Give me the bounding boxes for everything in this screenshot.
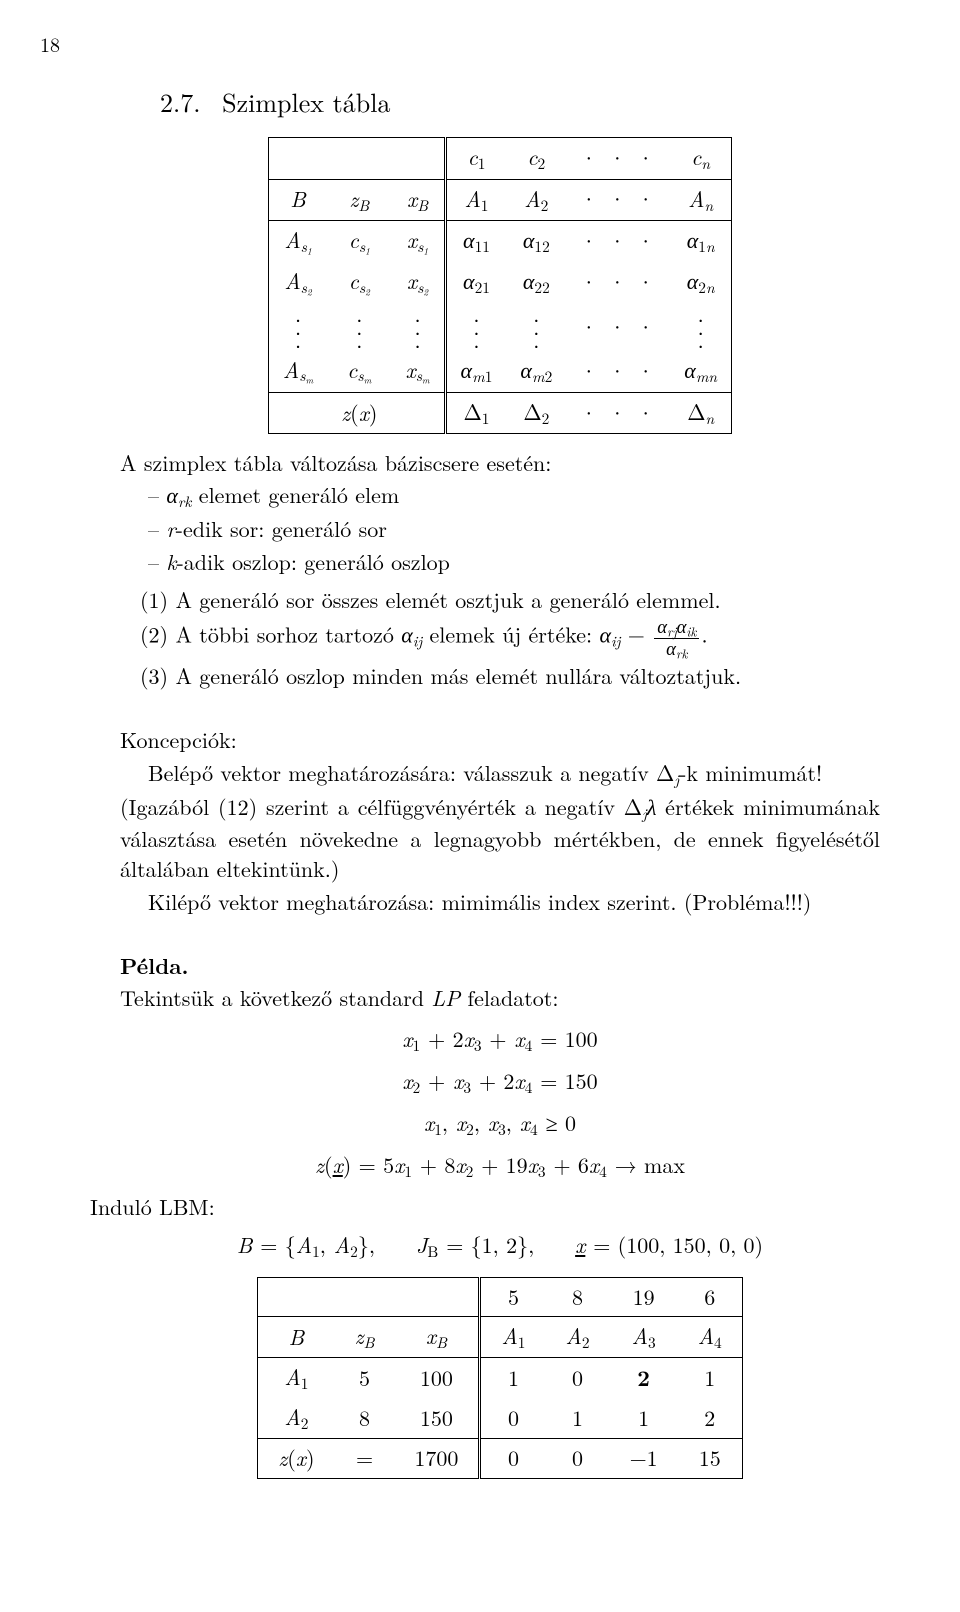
konc-line-2: Kilépő vektor meghatározása: mimimális i… bbox=[120, 887, 880, 917]
page: 18 2.7. Szimplex tábla c1 c2 · · · cn B … bbox=[0, 0, 960, 1519]
num-item-2: (2) A többi sorhoz tartozó αij elemek új… bbox=[140, 617, 880, 659]
konc-para: (Igazából (12) szerint a célfüggvényérté… bbox=[120, 792, 880, 885]
num-item-3: (3) A generáló oszlop minden más elemét … bbox=[140, 661, 880, 691]
simplex-tableau-2: 5 8 19 6 B zB xB A1 A2 A3 A4 A1 5 100 1 … bbox=[257, 1277, 743, 1479]
equation-1: x1 + 2x3 + x4 = 100 bbox=[120, 1024, 880, 1056]
koncepciok-label: Koncepciók: bbox=[120, 725, 880, 755]
section-title: 2.7. Szimplex tábla bbox=[160, 84, 880, 120]
equation-3: x1, x2, x3, x4 ≥ 0 bbox=[120, 1108, 880, 1140]
section-name: Szimplex tábla bbox=[222, 83, 390, 120]
lbm-line: B = {A1, A2}, JB = {1, 2}, x = (100, 150… bbox=[120, 1230, 880, 1262]
equation-4: z(x) = 5x1 + 8x2 + 19x3 + 6x4 → max bbox=[120, 1150, 880, 1182]
dash-item-2: – r-edik sor: generáló sor bbox=[168, 514, 880, 544]
dash-item-3: – k-adik oszlop: generáló oszlop bbox=[168, 547, 880, 577]
page-number: 18 bbox=[40, 30, 880, 58]
pelda-intro: Tekintsük a következő standard LP felada… bbox=[120, 983, 880, 1013]
dash-item-1: – αrk elemet generáló elem bbox=[168, 480, 880, 512]
section-number: 2.7. bbox=[160, 83, 200, 120]
fraction: αrjαik αrk bbox=[654, 617, 699, 659]
konc-line-1: Belépő vektor meghatározására: válasszuk… bbox=[120, 758, 880, 790]
equation-2: x2 + x3 + 2x4 = 150 bbox=[120, 1066, 880, 1098]
num-item-1: (1) A generáló sor összes elemét osztjuk… bbox=[140, 585, 880, 615]
lbm-label: Induló LBM: bbox=[90, 1192, 880, 1222]
simplex-tableau: c1 c2 · · · cn B zB xB A1 A2 · · · An As… bbox=[268, 137, 732, 433]
pelda-label: Példa. bbox=[120, 951, 880, 981]
para-basis-change: A szimplex tábla változása báziscsere es… bbox=[120, 448, 880, 478]
